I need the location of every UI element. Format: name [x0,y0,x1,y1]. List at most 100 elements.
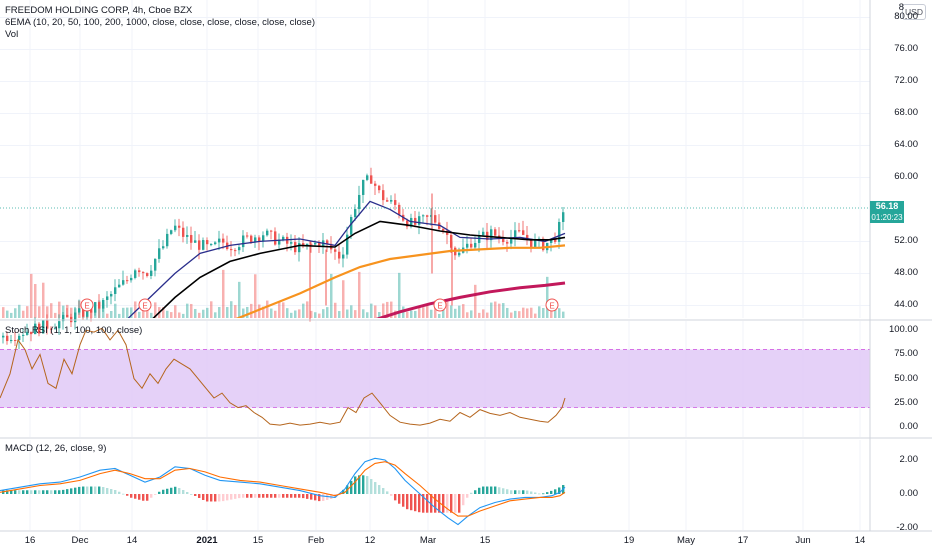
volume-bar [222,269,225,318]
time-axis-label: 17 [737,535,749,546]
macd-histogram-bar [138,494,141,500]
macd-histogram-bar [198,494,201,498]
volume-bars [2,269,565,318]
macd-histogram-bar [450,494,453,513]
macd-legend[interactable]: MACD (12, 26, close, 9) [5,443,107,454]
volume-bar [278,301,281,318]
volume-bar [254,274,257,318]
macd-histogram-bar [82,486,85,494]
candle-body [386,200,389,202]
macd-histogram-bar [162,489,165,494]
candle-body [130,277,133,281]
volume-bar [262,306,265,318]
macd-histogram-bar [58,490,61,494]
volume-legend[interactable]: Vol [5,29,19,40]
candle-body [442,228,445,231]
macd-histogram-bar [282,494,285,498]
ema-line-ema-10 [127,200,566,318]
volume-bar [246,306,249,318]
candle-body [430,215,433,217]
volume-bar [42,282,45,318]
stoch-rsi-legend[interactable]: Stoch RSI (1, 1, 100, 100, close) [5,325,143,336]
ema-legend[interactable]: 6EMA (10, 20, 50, 100, 200, 1000, close,… [5,17,315,28]
volume-bar [6,310,9,318]
volume-bar [174,305,177,318]
volume-bar [506,307,509,318]
macd-histogram-bar [134,494,137,499]
volume-bar [186,303,189,318]
candle-body [42,319,45,334]
candle-body [86,307,89,317]
volume-bar [382,303,385,318]
macd-histogram-bar [126,494,129,496]
macd-histogram-bar [366,476,369,494]
candle-body [230,249,233,251]
volume-bar [478,312,481,318]
volume-bar [210,301,213,318]
candle-body [110,293,113,297]
price-axis-label: 64.00 [894,139,918,151]
candle-body [362,179,365,195]
candle-body [490,229,493,241]
candle-body [246,235,249,237]
volume-bar [182,313,185,318]
candle-body [190,235,193,243]
price-axis-label: 44.00 [894,299,918,311]
volume-bar [282,302,285,318]
volume-bar [290,312,293,318]
macd-histogram-bar [434,494,437,513]
macd-histogram-bar [62,489,65,494]
macd-histogram-bar [166,488,169,494]
macd-histogram-bar [470,492,473,494]
macd-histogram-bar [122,493,125,495]
volume-bar [322,309,325,318]
candle-body [170,230,173,234]
candle-body [210,244,213,246]
candle-body [66,314,69,317]
macd-histogram-bar [150,494,153,498]
volume-bar [546,276,549,318]
stoch-axis-label: 75.00 [894,348,918,360]
candle-body [106,296,109,300]
stoch-axis-label: 0.00 [899,421,919,432]
macd-histogram-bar [406,494,409,510]
candle-body [50,328,53,330]
volume-bar [470,310,473,318]
volume-bar [430,309,433,318]
volume-bar [370,303,373,318]
currency-badge[interactable]: USD [902,4,926,20]
candle-body [82,308,85,317]
candle-body [526,234,529,239]
candle-body [458,252,461,256]
macd-histogram-bar [22,490,25,494]
macd-histogram-bar [526,490,529,494]
volume-bar [450,305,453,318]
earnings-marker-label: E [84,302,89,311]
volume-bar [238,281,241,318]
macd-histogram-bar [310,494,313,500]
time-axis-label: 14 [126,535,138,546]
stoch-axis-label: 100.00 [888,324,918,336]
macd-histogram-bar [222,494,225,502]
earnings-marker-circle [138,298,152,312]
macd-histogram-bar [490,486,493,494]
candle-body [206,240,209,245]
volume-bar [206,307,209,318]
candle-body [78,308,81,313]
macd-histogram-bar [190,494,193,495]
stoch-rsi-band [0,349,870,408]
candle-body [338,251,341,259]
stoch-axis-label: 25.00 [894,396,918,408]
macd-histogram-bar [318,494,321,502]
macd-histogram-bar [314,494,317,501]
pane-separators[interactable] [0,0,932,532]
symbol-legend[interactable]: FREEDOM HOLDING CORP, 4h, Cboe BZX [5,5,193,16]
volume-bar [510,312,513,318]
macd-histogram-bar [518,490,521,494]
candle-body [406,220,409,227]
volume-bar [558,308,561,318]
candle-body [350,217,353,235]
candle-body [274,231,277,245]
